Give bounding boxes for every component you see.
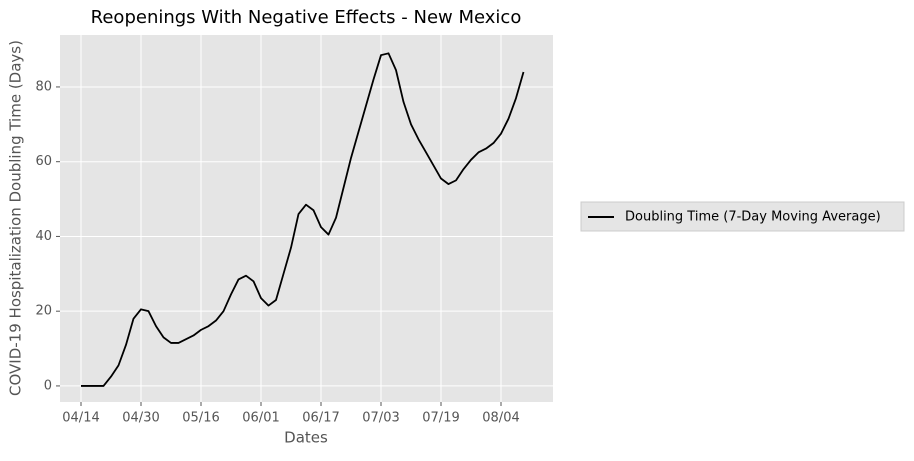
grid: 0 20 40 60 80 04/14 04/30 05/16 06/01 06/17 07/03 0… xyxy=(35,35,553,426)
marks xyxy=(81,52,525,387)
y-tick-label: 40 xyxy=(35,229,52,244)
x-tick-label: 07/03 xyxy=(362,411,399,426)
y-axis-label: COVID-19 Hospitalization Doubling Time (… xyxy=(7,40,25,396)
chart-title: Reopenings With Negative Effects - New M… xyxy=(91,7,522,28)
line xyxy=(81,52,525,387)
y-tick-label: 80 xyxy=(35,79,52,94)
x-tick-label: 04/14 xyxy=(62,411,99,426)
y-tick-label: 60 xyxy=(35,154,52,169)
legend-box xyxy=(580,201,905,232)
y-tick-label: 20 xyxy=(35,304,52,319)
plot-background xyxy=(60,35,553,402)
x-tick-label: 07/19 xyxy=(422,411,459,426)
x-tick-label: 08/04 xyxy=(482,411,519,426)
x-axis-label: Dates xyxy=(284,429,328,447)
legend: Doubling Time (7-Day Moving Average) xyxy=(580,201,905,232)
legend-label: Doubling Time (7-Day Moving Average) xyxy=(625,210,881,225)
x-tick-label: 05/16 xyxy=(182,411,219,426)
x-tick-label: 04/30 xyxy=(122,411,159,426)
x-tick-label: 06/01 xyxy=(242,411,279,426)
x-tick-label: 06/17 xyxy=(302,411,339,426)
y-tick-label: 0 xyxy=(44,378,52,393)
